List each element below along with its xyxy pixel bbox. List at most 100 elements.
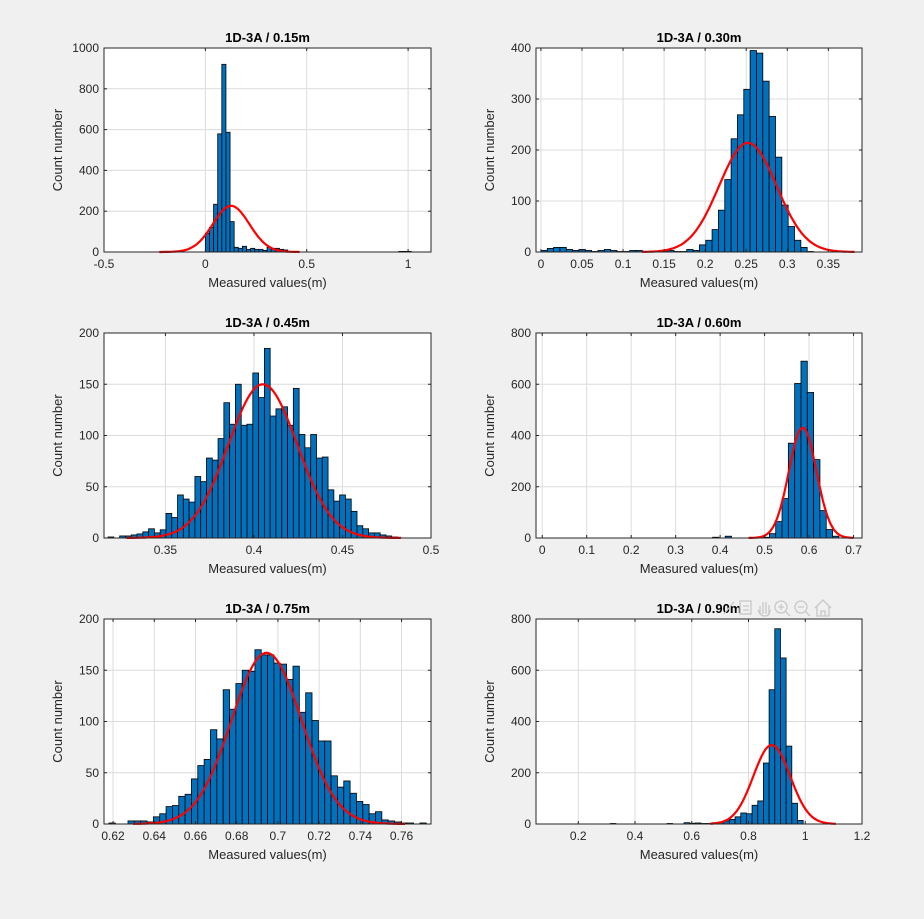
histogram-bar xyxy=(269,415,277,539)
x-tick-label: 0.1 xyxy=(578,543,595,557)
histogram-bar xyxy=(263,347,271,539)
histogram-bar xyxy=(546,248,555,253)
histogram-bar xyxy=(751,804,759,825)
y-tick-label: 0 xyxy=(92,817,99,831)
histogram-bar xyxy=(800,360,808,539)
x-tick-label: 0.64 xyxy=(143,829,167,843)
histogram-bar xyxy=(781,204,789,253)
y-tick-label: 0 xyxy=(92,245,99,259)
histogram-bar xyxy=(273,662,281,825)
normal-fit-curve xyxy=(133,651,405,825)
histogram-bar xyxy=(235,383,242,539)
histogram-bar xyxy=(769,533,777,539)
y-tick-label: 200 xyxy=(511,766,531,780)
histogram-bar xyxy=(787,226,795,253)
histogram-bar xyxy=(217,133,223,253)
subplot-3: 0.35 0.4 0.45 0.5 0 50 100 150 200 1D-3A / 0.45m M… xyxy=(50,315,440,576)
y-tick-label: 50 xyxy=(86,766,100,780)
histogram-bar xyxy=(797,820,804,825)
x-tick-label: 0.6 xyxy=(801,543,818,557)
histogram-bar xyxy=(240,424,248,539)
subplot-4: 0 0.1 0.2 0.3 0.4 0.5 0.6 0.7 0 200 400 600 800 1D-3A… xyxy=(482,315,863,576)
x-tick-label: 0.25 xyxy=(735,257,759,271)
y-tick-label: 400 xyxy=(511,429,531,443)
histogram-bar xyxy=(737,114,745,253)
histogram-bar xyxy=(780,657,787,825)
data-cursor-icon[interactable] xyxy=(739,600,752,615)
normal-fit-curve xyxy=(710,743,836,825)
y-tick-label: 800 xyxy=(511,326,531,340)
histogram-bar xyxy=(250,247,256,253)
x-tick-label: 0.76 xyxy=(390,829,414,843)
histogram-bar xyxy=(223,402,231,539)
histogram-bar xyxy=(267,654,275,825)
subplot-5: 0.62 0.64 0.66 0.68 0.7 0.72 0.74 0.76 0 50 100 150… xyxy=(50,601,432,862)
x-tick-label: 1 xyxy=(405,257,412,271)
y-axis-label: Count number xyxy=(482,394,497,477)
y-tick-label: 150 xyxy=(79,377,99,391)
histogram-bar xyxy=(321,456,329,539)
histogram-bar xyxy=(806,392,815,539)
histogram-bar xyxy=(825,529,833,539)
histogram-bar xyxy=(794,383,802,539)
histogram-bar xyxy=(246,423,254,539)
x-tick-label: 0.6 xyxy=(683,829,700,843)
histogram-bar xyxy=(229,221,235,253)
y-tick-label: 200 xyxy=(79,326,99,340)
y-tick-label: 100 xyxy=(79,715,99,729)
y-tick-label: 50 xyxy=(86,480,100,494)
subplot-title: 1D-3A / 0.15m xyxy=(225,30,310,45)
x-tick-label: 0.5 xyxy=(298,257,315,271)
histogram-bar xyxy=(221,63,227,253)
histogram-bar xyxy=(339,494,346,539)
histogram-bar xyxy=(763,762,770,825)
y-tick-label: 400 xyxy=(511,715,531,729)
histogram-bar xyxy=(791,802,798,825)
x-tick-label: 0.66 xyxy=(184,829,208,843)
x-tick-label: 0.15 xyxy=(652,257,676,271)
histogram-bar xyxy=(781,498,789,539)
x-tick-label: 0.74 xyxy=(349,829,373,843)
y-tick-label: 400 xyxy=(511,41,531,55)
pan-hand-icon[interactable] xyxy=(757,602,771,617)
zoom-out-icon[interactable] xyxy=(794,600,811,617)
histogram-bar xyxy=(743,88,751,253)
histogram-bar xyxy=(343,780,351,825)
histogram-bar xyxy=(305,692,313,825)
histogram-bar xyxy=(177,494,184,539)
x-axis-label: Measured values(m) xyxy=(640,275,759,290)
histogram-bar xyxy=(768,689,776,825)
brush-icon[interactable] xyxy=(723,601,735,615)
subplot-title: 1D-3A / 0.60m xyxy=(657,315,742,330)
y-axis-label: Count number xyxy=(50,394,65,477)
y-tick-label: 0 xyxy=(92,531,99,545)
histogram-bar xyxy=(213,203,219,253)
histogram-bar xyxy=(724,179,732,253)
x-tick-label: 0.3 xyxy=(779,257,796,271)
y-tick-label: 200 xyxy=(511,143,531,157)
y-tick-label: 200 xyxy=(511,480,531,494)
histogram-bar xyxy=(800,247,808,253)
histogram-bar xyxy=(225,131,231,253)
x-tick-label: 0.05 xyxy=(570,257,594,271)
y-axis-label: Count number xyxy=(50,108,65,191)
histogram-bar xyxy=(171,517,178,539)
histogram-bar xyxy=(217,438,225,539)
histogram-bar xyxy=(254,649,262,825)
histogram-bar xyxy=(559,247,567,253)
x-tick-label: -0.5 xyxy=(94,257,115,271)
x-tick-label: 0.62 xyxy=(101,829,125,843)
y-tick-label: 600 xyxy=(511,377,531,391)
zoom-in-icon[interactable] xyxy=(774,600,791,617)
y-tick-label: 200 xyxy=(79,612,99,626)
histogram-bar xyxy=(757,800,764,825)
home-icon[interactable] xyxy=(814,599,832,617)
histogram-bar xyxy=(819,510,827,539)
histogram-bar xyxy=(182,498,190,539)
x-tick-label: 0.3 xyxy=(667,543,684,557)
histogram-bar xyxy=(711,229,719,253)
histogram-bar xyxy=(304,447,312,539)
histogram-bar xyxy=(209,226,214,253)
normal-fit-curve xyxy=(748,426,854,539)
